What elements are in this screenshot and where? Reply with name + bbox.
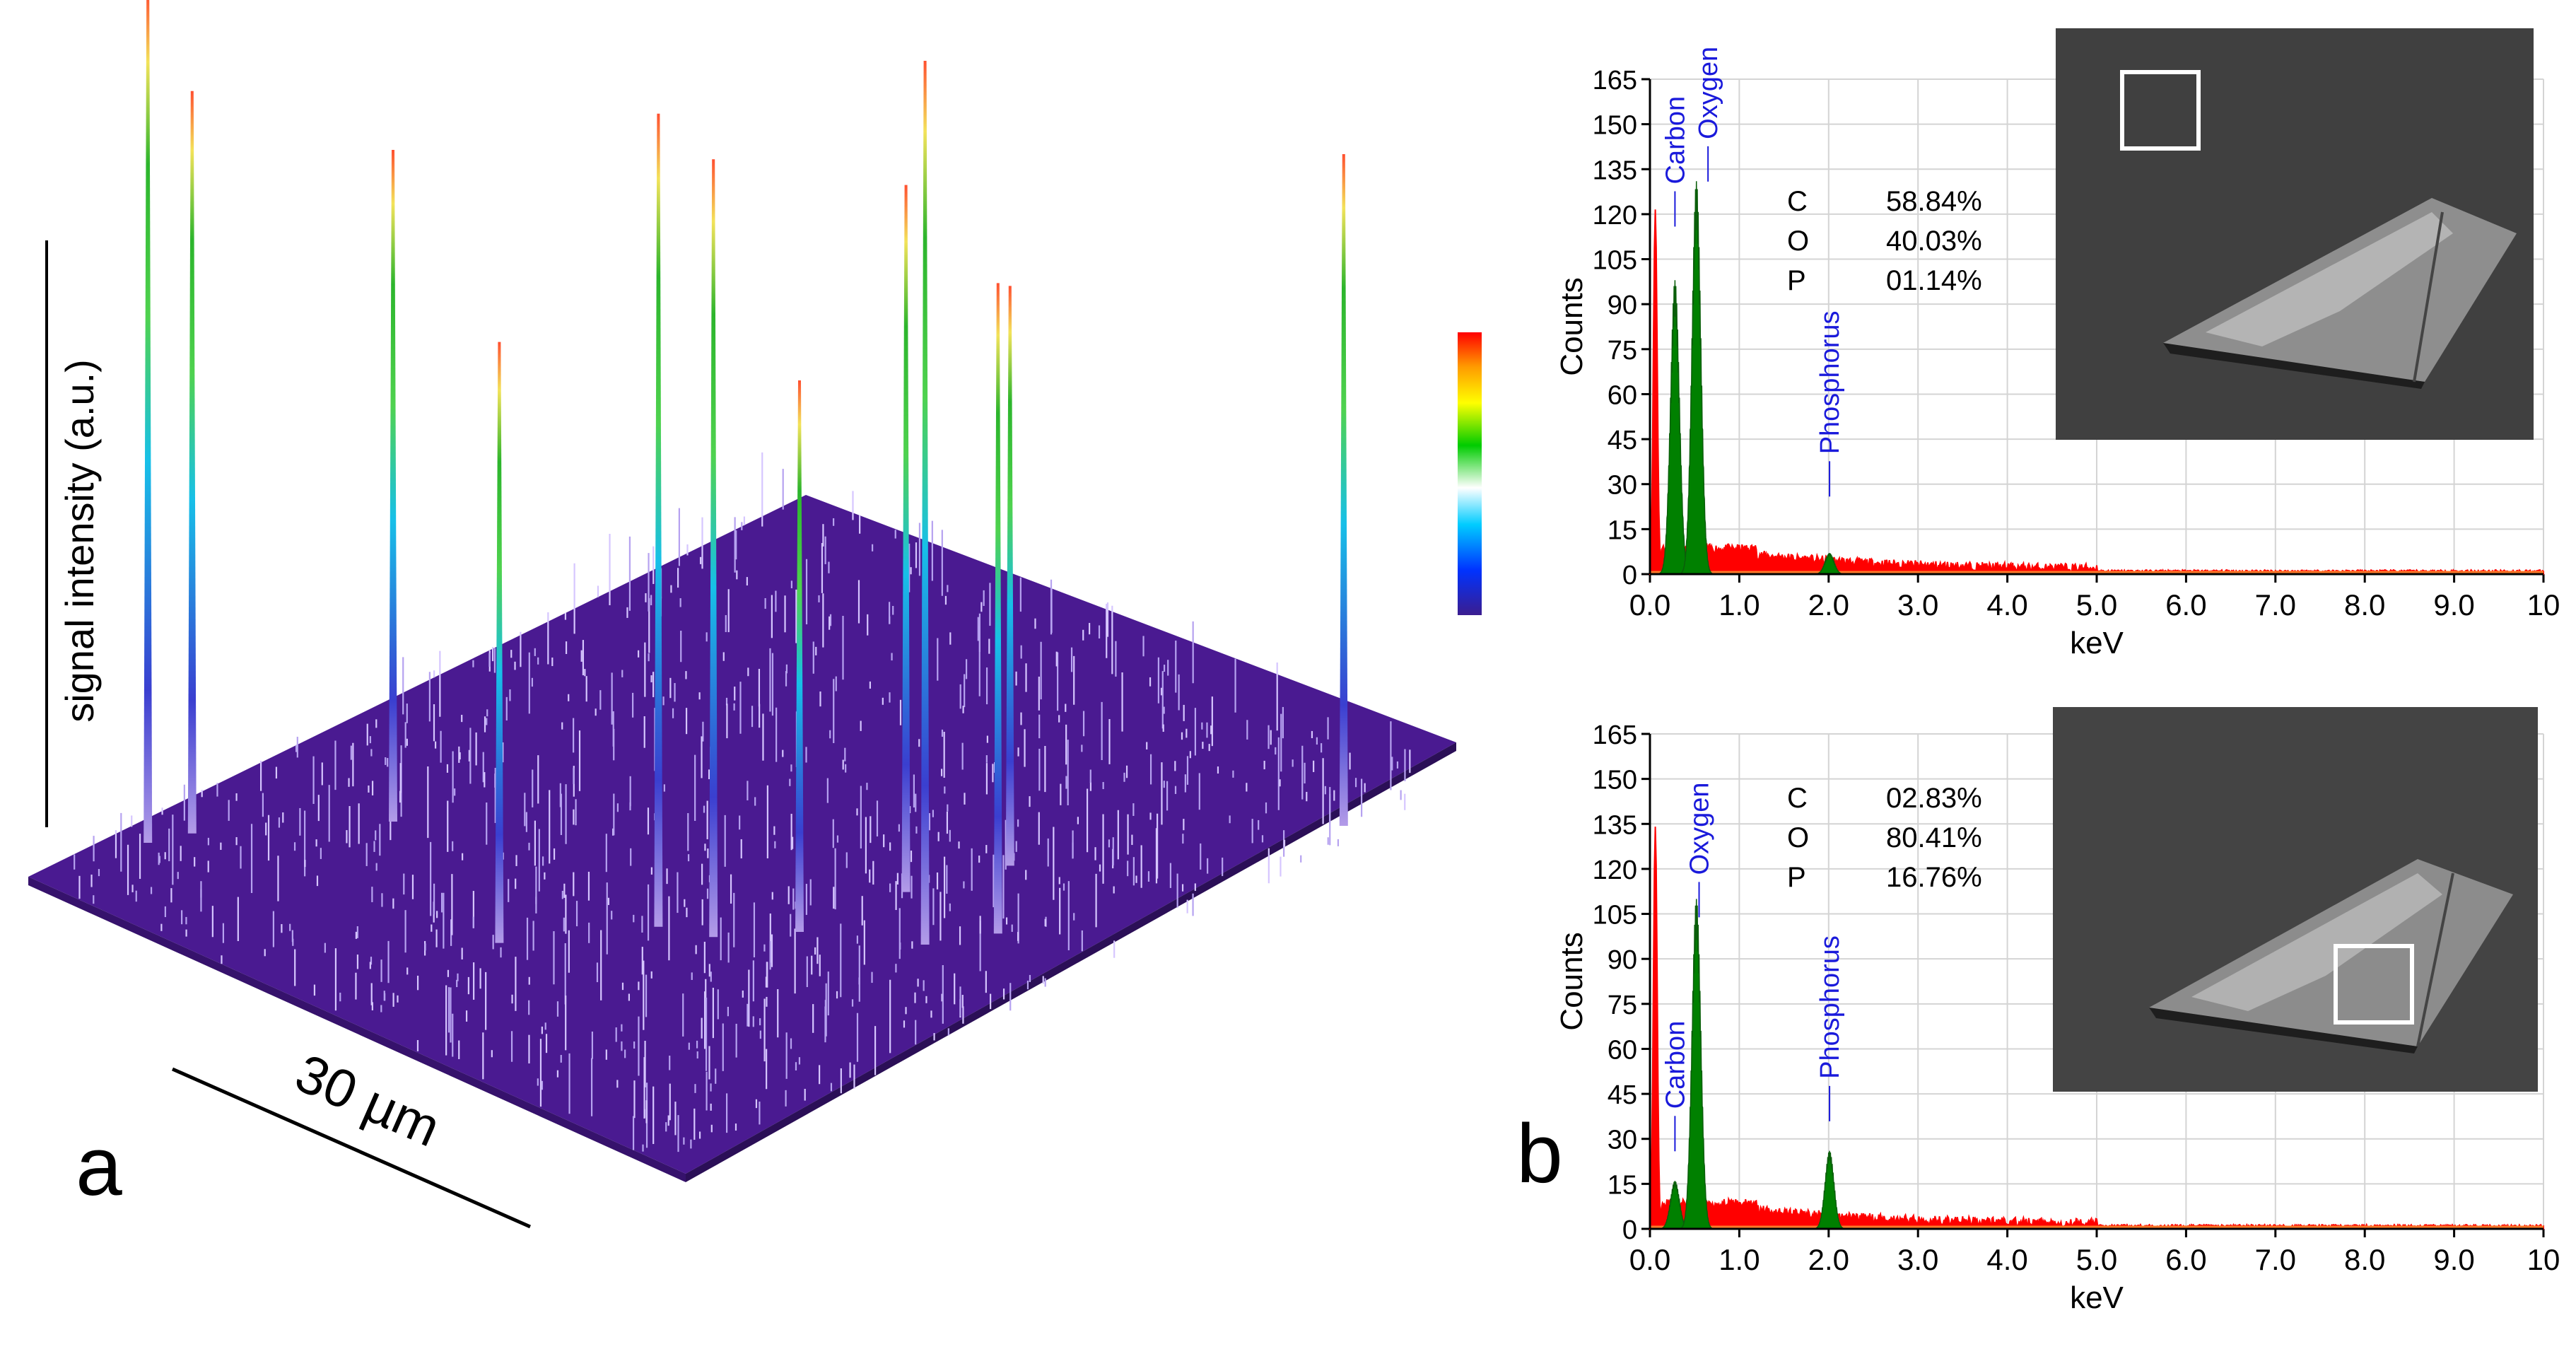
x-tick-label: 9.0 xyxy=(2433,1243,2474,1276)
y-tick-label: 15 xyxy=(1608,515,1637,545)
y-tick-label: 150 xyxy=(1593,111,1637,141)
composition-element: P xyxy=(1787,265,1806,296)
peak-label-phosphorus: Phosphorus xyxy=(1815,310,1845,454)
sem-inset-top xyxy=(2056,28,2534,440)
colorbar xyxy=(1458,332,1482,615)
surface-plane-edge-front xyxy=(28,877,686,1182)
y-axis-label: Counts xyxy=(1555,932,1589,1030)
x-tick-label: 6.0 xyxy=(2165,588,2206,621)
x-tick-label: 3.0 xyxy=(1897,1243,1938,1276)
x-tick-label: 7.0 xyxy=(2255,588,2296,621)
surface-peak xyxy=(495,342,504,943)
surface-peak xyxy=(1005,286,1014,866)
peak-label-phosphorus: Phosphorus xyxy=(1815,935,1845,1079)
y-tick-label: 0 xyxy=(1622,561,1637,590)
y-tick-label: 30 xyxy=(1608,471,1637,501)
composition-value: 40.03% xyxy=(1886,226,1982,257)
panel-b-label: b xyxy=(1516,1107,1563,1201)
surface-peak xyxy=(654,113,663,927)
sem-selection-box-top xyxy=(2120,70,2201,151)
composition-element: O xyxy=(1787,822,1809,853)
composition-element: C xyxy=(1787,783,1808,814)
composition-value: 80.41% xyxy=(1886,822,1982,853)
x-tick-label: 2.0 xyxy=(1808,1243,1849,1276)
x-tick-label: 2.0 xyxy=(1808,588,1849,621)
y-tick-label: 60 xyxy=(1608,380,1637,410)
panel-a-surface-plot: signal intensity (a.u.) 30 µm a xyxy=(28,0,1482,1229)
y-tick-label: 105 xyxy=(1593,901,1637,930)
x-tick-label: 4.0 xyxy=(1986,588,2027,621)
x-tick-label: 8.0 xyxy=(2344,1243,2385,1276)
composition-element: P xyxy=(1787,862,1806,893)
surface-peak xyxy=(709,159,718,938)
y-tick-label: 60 xyxy=(1608,1035,1637,1065)
surface-peak xyxy=(920,61,930,945)
y-tick-label: 135 xyxy=(1593,810,1637,840)
surface-plane xyxy=(28,495,1456,1174)
scale-bar xyxy=(171,1067,532,1229)
y-tick-label: 45 xyxy=(1608,1080,1637,1110)
surface-peak xyxy=(901,185,911,892)
y-tick-label: 120 xyxy=(1593,856,1637,885)
x-tick-label: 1.0 xyxy=(1719,588,1760,621)
x-tick-label: 5.0 xyxy=(2076,588,2117,621)
y-tick-label: 135 xyxy=(1593,156,1637,185)
composition-value: 02.83% xyxy=(1886,783,1982,814)
peak-label-carbon: Carbon xyxy=(1661,96,1690,185)
z-axis-label: signal intensity (a.u.) xyxy=(57,359,102,723)
x-tick-label: 1.0 xyxy=(1719,1243,1760,1276)
composition-value: 58.84% xyxy=(1886,186,1982,217)
y-tick-label: 15 xyxy=(1608,1170,1637,1200)
peak-label-carbon: Carbon xyxy=(1661,1021,1690,1109)
x-tick-label: 5.0 xyxy=(2076,1243,2117,1276)
surface-peak xyxy=(389,150,397,822)
surface-peak xyxy=(1339,154,1348,826)
panel-a-label: a xyxy=(76,1120,122,1213)
y-tick-label: 165 xyxy=(1593,66,1637,95)
y-tick-label: 75 xyxy=(1608,336,1637,366)
peak-label-oxygen: Oxygen xyxy=(1685,782,1715,875)
y-tick-label: 75 xyxy=(1608,991,1637,1020)
surface-peak xyxy=(993,283,1002,934)
composition-element: C xyxy=(1787,186,1808,217)
sem-selection-box-bottom xyxy=(2334,944,2414,1025)
sem-inset-bottom xyxy=(2053,707,2538,1092)
surface-peaks xyxy=(144,0,1348,945)
y-tick-label: 30 xyxy=(1608,1126,1637,1155)
surface-peak xyxy=(187,91,197,834)
y-tick-label: 45 xyxy=(1608,426,1637,455)
x-tick-label: 9.0 xyxy=(2433,588,2474,621)
composition-value: 16.76% xyxy=(1886,862,1982,893)
y-tick-label: 90 xyxy=(1608,945,1637,975)
x-tick-label: 4.0 xyxy=(1986,1243,2027,1276)
y-tick-label: 165 xyxy=(1593,720,1637,750)
x-tick-label: 8.0 xyxy=(2344,588,2385,621)
composition-value: 01.14% xyxy=(1886,265,1982,296)
y-tick-label: 0 xyxy=(1622,1215,1637,1245)
x-tick-label: 7.0 xyxy=(2255,1243,2296,1276)
composition-element: O xyxy=(1787,226,1809,257)
x-tick-label: 0.0 xyxy=(1629,588,1670,621)
element-peak-oxygen xyxy=(1676,181,1716,575)
surface-peak xyxy=(144,0,153,843)
x-tick-label: 10 xyxy=(2527,588,2560,621)
peak-label-oxygen: Oxygen xyxy=(1694,47,1723,139)
surface-plane-edge-right xyxy=(686,742,1456,1182)
x-tick-label: 10 xyxy=(2527,1243,2560,1276)
surface-peak xyxy=(795,380,804,932)
x-axis-label: keV xyxy=(2070,1280,2124,1315)
x-tick-label: 6.0 xyxy=(2165,1243,2206,1276)
x-axis-label: keV xyxy=(2070,626,2124,660)
x-tick-label: 0.0 xyxy=(1629,1243,1670,1276)
x-tick-label: 3.0 xyxy=(1897,588,1938,621)
element-peak-oxygen xyxy=(1676,899,1716,1230)
y-tick-label: 120 xyxy=(1593,201,1637,230)
y-tick-label: 105 xyxy=(1593,246,1637,276)
y-tick-label: 150 xyxy=(1593,766,1637,795)
y-axis-label: Counts xyxy=(1555,277,1589,375)
y-tick-label: 90 xyxy=(1608,291,1637,320)
